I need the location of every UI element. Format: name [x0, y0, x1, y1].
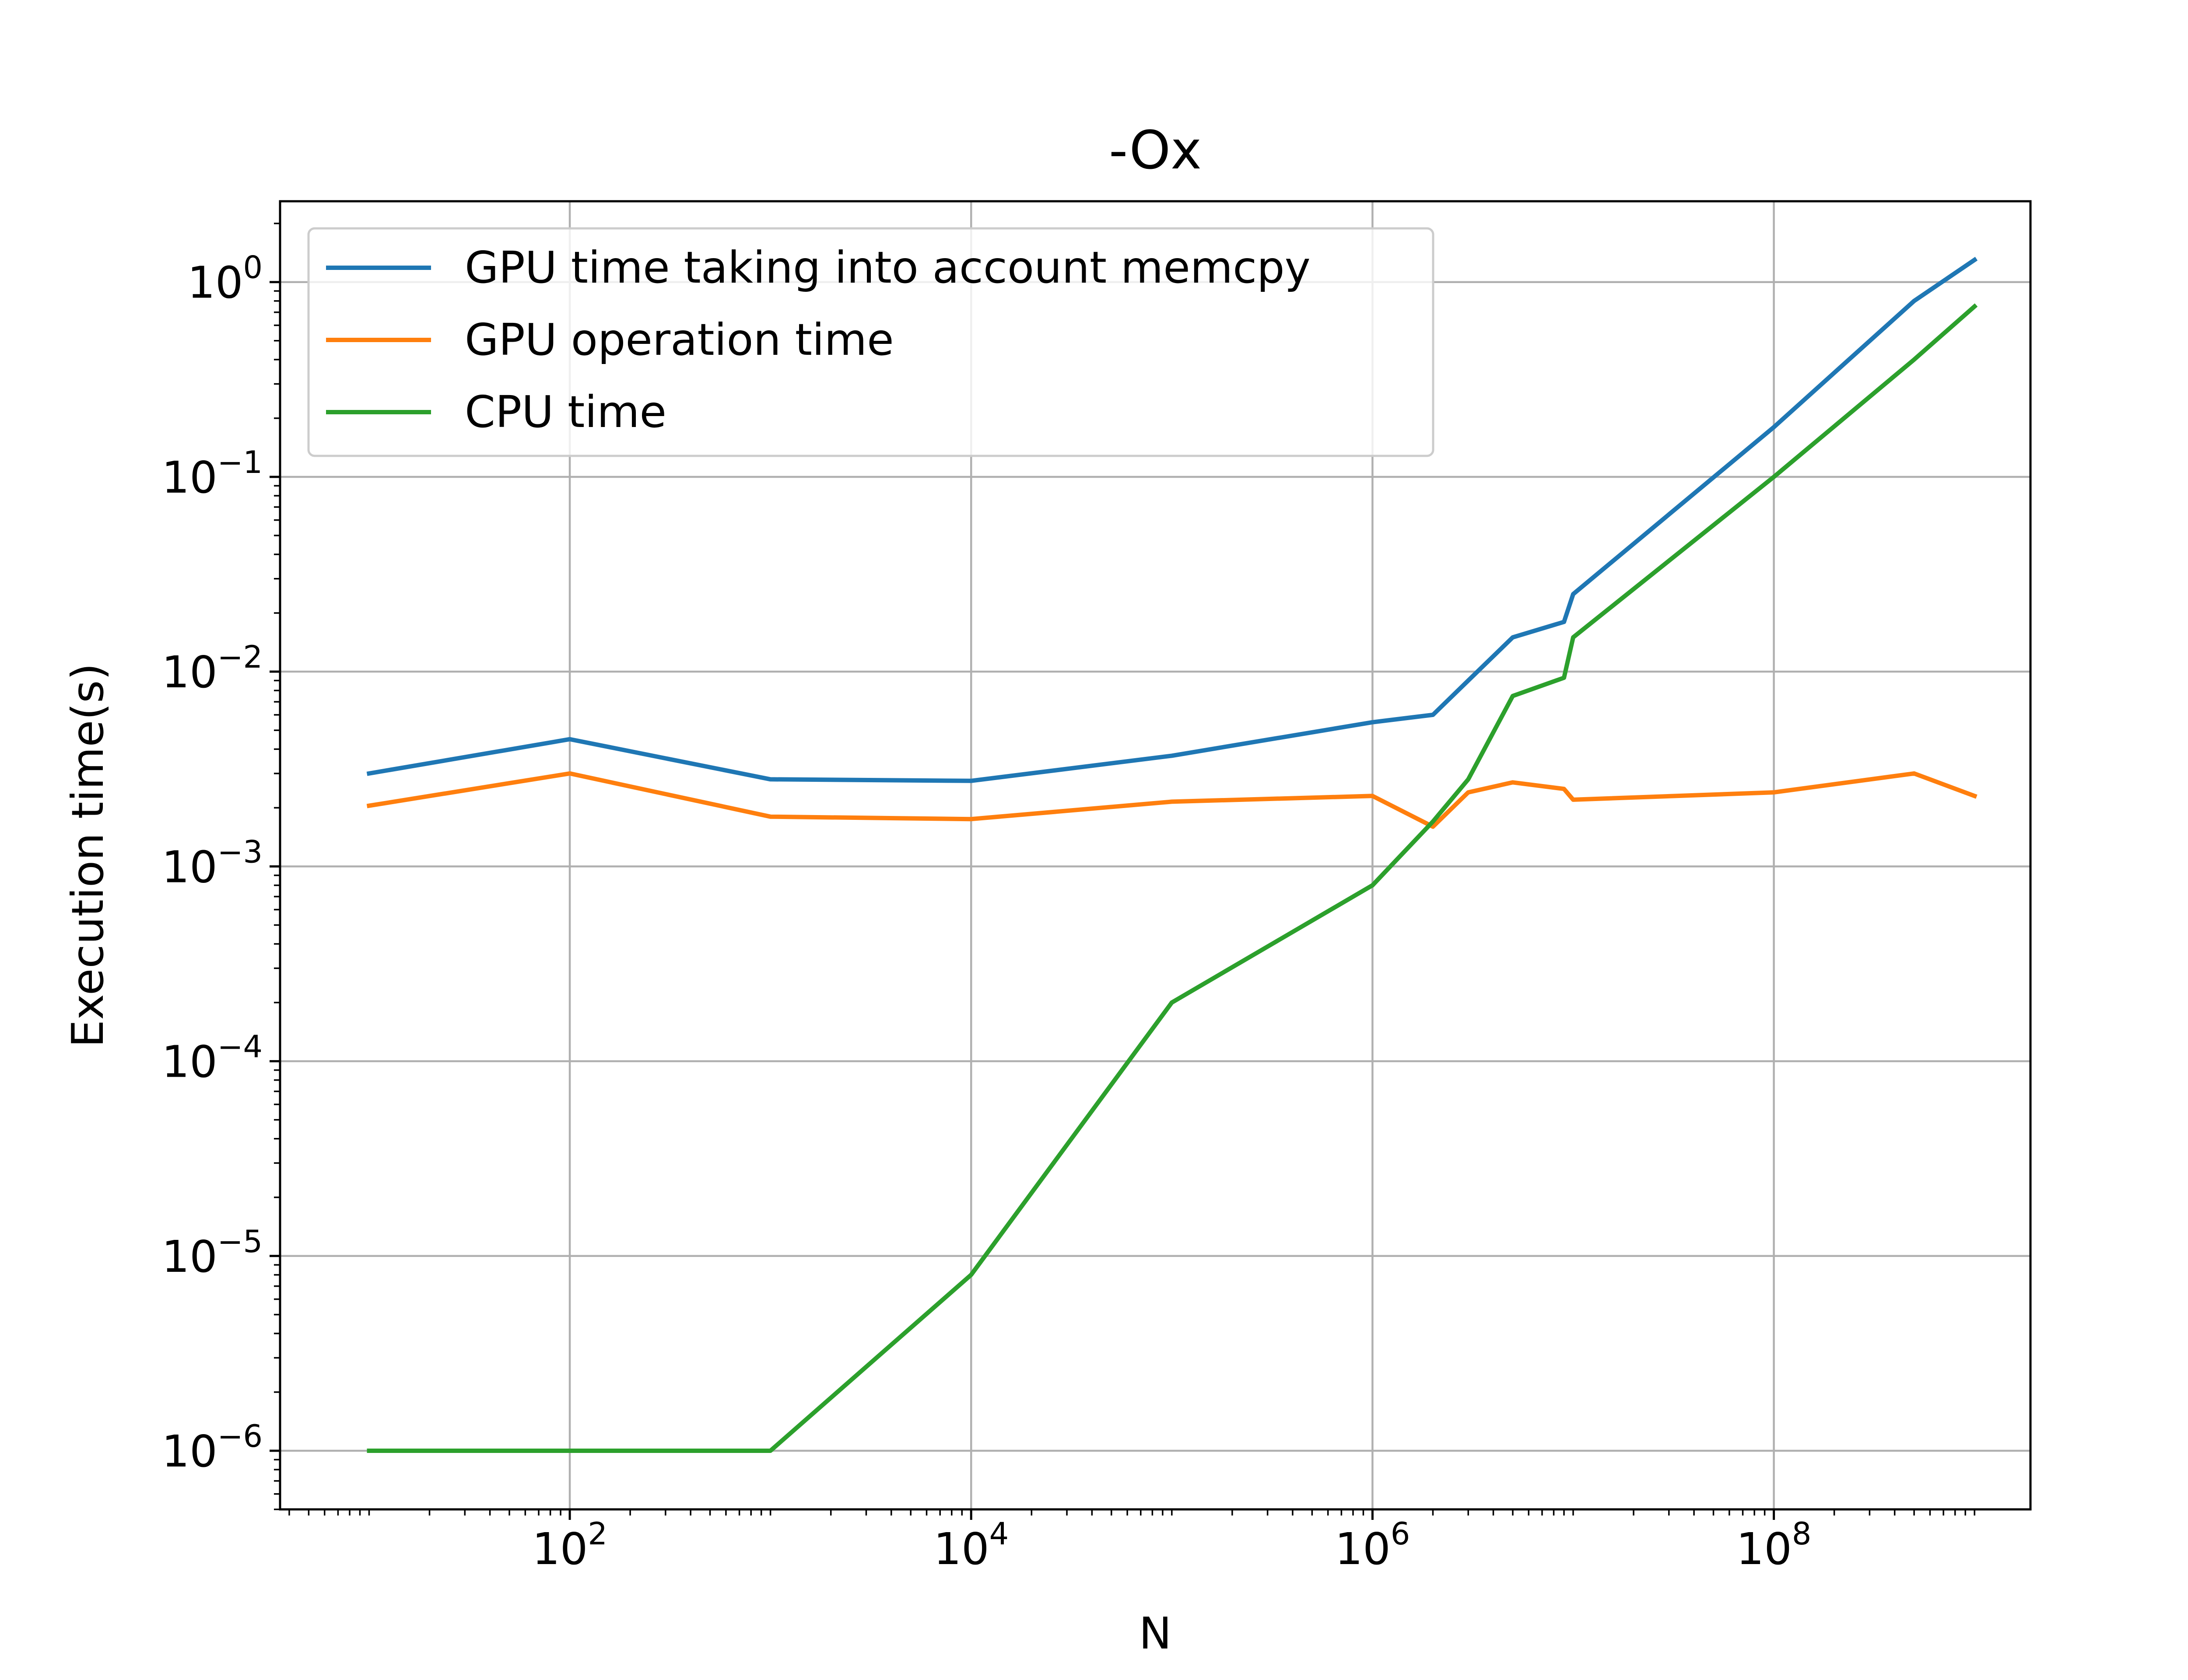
y-axis-label: Execution time(s) — [62, 663, 113, 1048]
y-tick-label: 10−4 — [162, 1029, 263, 1088]
legend-label-gpu-operation: GPU operation time — [465, 314, 894, 365]
series-lines — [366, 257, 1978, 1453]
y-tick-label: 10−2 — [162, 639, 263, 698]
legend: GPU time taking into account memcpy GPU … — [307, 227, 1434, 457]
x-tick-label: 102 — [532, 1516, 607, 1575]
x-axis-label: N — [1139, 1608, 1172, 1659]
legend-label-gpu-memcpy: GPU time taking into account memcpy — [465, 242, 1311, 293]
y-tick-label: 10−3 — [162, 834, 263, 892]
legend-label-cpu: CPU time — [465, 386, 666, 438]
tick-labels: 102 104 106 108 100 10−1 10−2 10−3 10−4 10−5 10−6 — [162, 250, 1812, 1575]
legend-frame — [307, 227, 1434, 457]
series-line-0 — [366, 257, 1978, 783]
y-tick-label: 10−5 — [162, 1224, 263, 1282]
y-tick-label: 100 — [187, 250, 263, 308]
x-tick-label: 106 — [1335, 1516, 1410, 1575]
series-line-1 — [366, 771, 1978, 829]
x-tick-label: 104 — [933, 1516, 1009, 1575]
y-tick-label: 10−6 — [162, 1418, 263, 1477]
plot-frame — [279, 200, 2032, 1511]
y-tick-label: 10−1 — [162, 444, 263, 503]
chart-title: -Ox — [1109, 120, 1202, 181]
x-tick-label: 108 — [1736, 1516, 1812, 1575]
series-line-2 — [367, 303, 1978, 1453]
axis-ticks — [270, 222, 1975, 1520]
